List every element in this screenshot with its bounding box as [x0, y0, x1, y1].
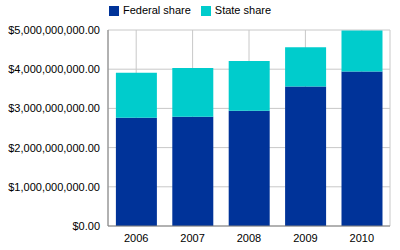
svg-text:2006: 2006 [124, 232, 148, 244]
svg-text:2007: 2007 [180, 232, 204, 244]
svg-text:$3,000,000,000.00: $3,000,000,000.00 [8, 102, 100, 114]
svg-text:$2,000,000,000.00: $2,000,000,000.00 [8, 142, 100, 154]
html-text:Federal share: Federal share [122, 4, 191, 16]
svg-text:$4,000,000,000.00: $4,000,000,000.00 [8, 63, 100, 75]
svg-text:$5,000,000,000.00: $5,000,000,000.00 [8, 24, 100, 36]
svg-text:2008: 2008 [237, 232, 261, 244]
svg-text:$0.00: $0.00 [72, 220, 100, 232]
html-text:State share: State share [214, 4, 272, 16]
svg-text:$1,000,000,000.00: $1,000,000,000.00 [8, 181, 100, 193]
svg-text:2010: 2010 [350, 232, 374, 244]
svg-text:2009: 2009 [293, 232, 317, 244]
